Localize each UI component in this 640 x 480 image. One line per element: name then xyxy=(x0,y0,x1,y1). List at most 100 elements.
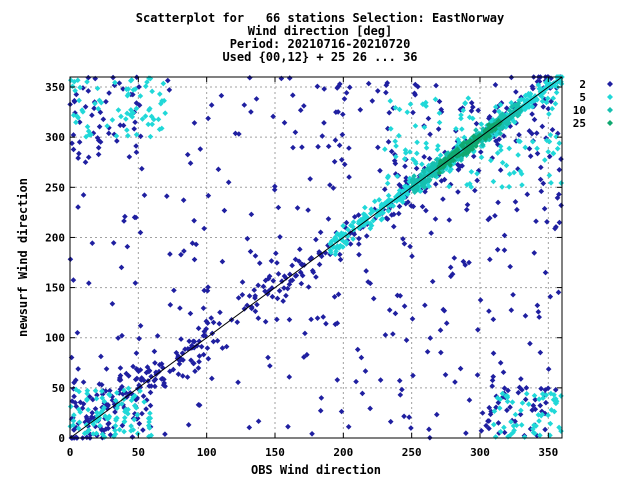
data-point-series-25 xyxy=(467,137,473,144)
data-point-series-2 xyxy=(353,378,359,385)
data-point-series-5 xyxy=(121,414,128,421)
data-point-series-5 xyxy=(75,406,82,413)
data-point-series-2 xyxy=(146,367,153,374)
data-point-series-2 xyxy=(437,327,444,334)
data-point-series-2 xyxy=(274,316,280,323)
data-point-series-2 xyxy=(321,86,328,92)
data-point-series-5 xyxy=(130,109,137,116)
data-point-series-5 xyxy=(387,202,394,209)
data-point-series-2 xyxy=(422,188,428,195)
data-point-series-10 xyxy=(423,177,429,184)
data-point-series-2 xyxy=(410,372,416,379)
data-point-series-2 xyxy=(177,305,183,311)
data-point-series-5 xyxy=(515,152,521,158)
data-point-series-5 xyxy=(131,416,138,423)
data-point-series-5 xyxy=(115,107,122,113)
data-point-series-5 xyxy=(406,178,413,185)
data-point-series-2 xyxy=(507,263,513,270)
data-point-series-5 xyxy=(345,226,351,233)
data-point-series-2 xyxy=(210,338,217,345)
data-point-series-2 xyxy=(200,351,207,358)
data-point-series-2 xyxy=(138,375,145,381)
data-point-series-5 xyxy=(522,92,529,99)
data-point-series-2 xyxy=(497,360,504,366)
data-point-series-10 xyxy=(497,126,504,133)
data-point-series-2 xyxy=(313,274,319,280)
data-point-series-2 xyxy=(331,293,338,300)
data-point-series-2 xyxy=(495,420,502,426)
data-point-series-2 xyxy=(260,283,267,290)
data-point-series-25 xyxy=(438,158,444,164)
data-point-series-2 xyxy=(294,205,301,211)
data-point-series-2 xyxy=(148,373,154,380)
data-point-series-5 xyxy=(545,412,551,419)
data-point-series-5 xyxy=(374,208,381,214)
data-point-series-2 xyxy=(359,390,366,397)
data-point-series-5 xyxy=(412,159,419,165)
data-point-series-2 xyxy=(200,332,207,339)
data-point-series-2 xyxy=(152,383,158,390)
data-point-series-2 xyxy=(341,96,348,102)
data-point-series-2 xyxy=(537,176,544,183)
data-point-series-2 xyxy=(119,332,125,339)
data-point-series-5 xyxy=(468,168,475,175)
data-point-series-2 xyxy=(529,83,536,90)
data-point-series-5 xyxy=(130,427,137,433)
data-point-series-5 xyxy=(539,98,546,105)
data-point-series-2 xyxy=(463,206,470,213)
data-point-series-2 xyxy=(339,131,346,138)
data-point-series-25 xyxy=(471,137,477,144)
data-point-series-5 xyxy=(343,238,350,245)
data-point-series-2 xyxy=(301,262,307,268)
data-point-series-2 xyxy=(486,404,493,411)
data-point-series-5 xyxy=(125,132,131,139)
data-point-series-2 xyxy=(358,354,365,361)
data-point-series-5 xyxy=(552,100,559,107)
data-point-series-2 xyxy=(89,396,96,403)
data-point-series-2 xyxy=(370,295,377,302)
data-point-series-2 xyxy=(252,253,259,259)
data-point-series-2 xyxy=(107,387,113,394)
data-point-series-2 xyxy=(542,269,549,276)
data-point-series-2 xyxy=(526,145,533,152)
data-point-series-2 xyxy=(255,282,261,289)
data-point-series-2 xyxy=(235,379,241,386)
data-point-series-10 xyxy=(420,167,427,174)
data-point-series-2 xyxy=(286,75,293,81)
data-point-series-5 xyxy=(453,126,459,132)
data-point-series-2 xyxy=(170,366,177,373)
data-point-series-2 xyxy=(94,392,100,398)
data-point-series-2 xyxy=(495,141,501,148)
data-point-series-2 xyxy=(490,350,497,357)
data-point-series-5 xyxy=(83,421,90,428)
data-point-series-2 xyxy=(538,385,544,392)
data-point-series-2 xyxy=(356,241,362,247)
data-point-series-2 xyxy=(209,375,215,382)
data-point-series-2 xyxy=(103,98,109,105)
data-point-series-2 xyxy=(383,215,390,221)
data-point-series-2 xyxy=(527,340,533,347)
data-point-series-5 xyxy=(467,180,473,187)
data-point-series-2 xyxy=(423,207,429,214)
data-point-series-2 xyxy=(137,367,144,373)
data-point-series-2 xyxy=(436,98,443,105)
data-point-series-2 xyxy=(147,402,154,409)
data-point-series-25 xyxy=(453,148,459,154)
data-point-series-5 xyxy=(545,83,551,90)
data-point-series-2 xyxy=(275,204,282,211)
data-point-series-2 xyxy=(191,360,197,367)
data-point-series-2 xyxy=(274,295,281,302)
data-point-series-2 xyxy=(346,145,352,151)
data-point-series-2 xyxy=(517,411,524,418)
data-point-series-5 xyxy=(416,180,423,187)
data-point-series-2 xyxy=(121,405,128,411)
data-point-series-2 xyxy=(504,407,510,414)
data-point-series-2 xyxy=(223,343,230,350)
data-point-series-2 xyxy=(400,236,406,242)
data-point-series-5 xyxy=(385,192,392,199)
data-point-series-2 xyxy=(281,119,288,126)
data-point-series-2 xyxy=(270,278,277,284)
data-point-series-5 xyxy=(385,208,392,214)
data-point-series-2 xyxy=(435,172,442,179)
data-point-series-2 xyxy=(495,199,501,206)
